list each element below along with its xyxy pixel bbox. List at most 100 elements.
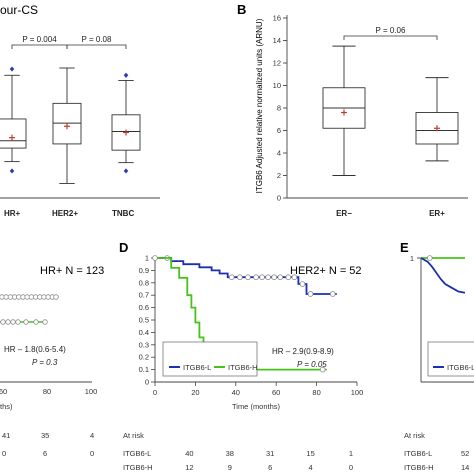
panel-c-censor-mark [23, 319, 29, 325]
panel-d-legend: ITGB6-L ITGB6-H [162, 341, 258, 377]
panel-c: HR+ N = 123 HR – 1.8(0.6-5.4) P = 0.3 60… [0, 265, 104, 458]
panel-d-x-tick-label: 60 [272, 388, 280, 397]
panel-d-risk-value: 1 [349, 449, 353, 458]
panel-d-censor-mark [245, 274, 251, 281]
panel-c-curves [0, 294, 59, 325]
panel-d-xlabel: Time (months) [232, 402, 281, 411]
panel-e-risk-label: ITGB6-H [404, 463, 434, 472]
panel-e-risk-value: 52 [461, 449, 469, 458]
panel-e-legend-box [427, 341, 474, 377]
panel-d-censor-mark [152, 255, 158, 261]
panel-a-p-label: P = 0.004 [22, 35, 57, 44]
panel-a-box [0, 118, 27, 149]
panel-c-hr-text: HR – 1.8(0.6-5.4) [4, 345, 66, 354]
panel-a: our-CS P = 0.004 P = 0.08 HR+ HER2+ TNBC [0, 3, 160, 218]
panel-d-risk-value: 6 [268, 463, 272, 472]
panel-b-p-label: P = 0.06 [376, 26, 406, 35]
panel-c-x-tick: 100 [85, 387, 98, 396]
panel-e: E 1 ITGB6-L At risk ITGB6-L ITGB6-H 52 1… [400, 240, 474, 472]
panel-d-risk-label: ITGB6-H [123, 463, 153, 472]
panel-d-risk-value: 4 [309, 463, 313, 472]
panel-a-p-label: P = 0.08 [82, 35, 112, 44]
panel-e-legend: ITGB6-L [427, 341, 474, 377]
panel-c-censor-mark [0, 319, 6, 325]
panel-d-risk-value: 31 [266, 449, 274, 458]
panel-a-category-label: HER2+ [52, 209, 78, 218]
panel-e-risk-label: ITGB6-L [404, 449, 432, 458]
panel-e-curves [420, 255, 466, 294]
panel-d-y-tick-label: 0.2 [139, 353, 149, 362]
panel-a-category-label: HR+ [4, 209, 21, 218]
panel-c-censor-mark [53, 294, 59, 300]
panel-b-y-tick-label: 8 [277, 104, 281, 113]
panel-d-p-text: P = 0.05 [297, 360, 327, 369]
panel-e-risk-header: At risk [404, 431, 425, 440]
panel-c-censor-mark [15, 319, 21, 325]
panel-a-outlier [9, 66, 15, 72]
panel-c-risk-value: 6 [43, 449, 47, 458]
panel-c-censor-mark [42, 319, 48, 325]
panel-d-y-tick-label: 0.6 [139, 303, 149, 312]
panel-d-risk-value: 38 [226, 449, 234, 458]
panel-d-censor-mark [253, 274, 259, 281]
panel-d-y-tick-label: 0.4 [139, 328, 149, 337]
panel-d: D 00.10.20.30.40.50.60.70.80.910 20 40 60 80… [119, 240, 363, 472]
panel-d-risk-value: 15 [306, 449, 314, 458]
panel-c-x-tick: 60 [0, 387, 7, 396]
panel-d-y-tick-label: 0.3 [139, 340, 149, 349]
panel-d-y-tick-label: 0 [145, 378, 149, 387]
panel-a-outlier [123, 72, 129, 78]
panel-a-bracket [11, 44, 68, 49]
panel-d-legend-box [162, 341, 258, 377]
panel-b-category-label: ER+ [429, 209, 445, 218]
panel-d-x-tick-label: 40 [232, 388, 240, 397]
panel-a-bracket [66, 44, 127, 49]
panel-b-y-tick-label: 6 [277, 126, 281, 135]
panel-b-boxes [322, 45, 459, 176]
panel-b-y-tick-label: 12 [273, 59, 281, 68]
panel-c-censor-mark [5, 319, 11, 325]
panel-d-censor-mark [265, 274, 271, 281]
panel-a-title-fragment: our-CS [0, 3, 38, 17]
panel-d-x-tick-label: 100 [351, 388, 364, 397]
panel-e-y-tick-label: 1 [410, 254, 414, 263]
panel-d-censor-mark [237, 274, 243, 281]
panel-a-annotations: P = 0.004 P = 0.08 [11, 35, 127, 49]
panel-d-legend-label: ITGB6-L [183, 363, 211, 372]
panel-c-risk-value: 4 [90, 431, 94, 440]
panel-b-annotations: P = 0.06 [343, 26, 438, 40]
panel-d-y-tick-label: 0.8 [139, 278, 149, 287]
panel-d-risk-label: ITGB6-L [123, 449, 151, 458]
panel-d-censor-mark [307, 291, 314, 297]
panel-e-risk-value: 14 [461, 463, 469, 472]
panel-c-censor-mark [10, 319, 16, 325]
panel-d-x-tick-label: 80 [312, 388, 320, 397]
panel-d-risk-value: 12 [185, 463, 193, 472]
panel-c-inset-title: HR+ N = 123 [40, 265, 104, 277]
panel-d-censor-mark [291, 274, 298, 281]
panel-d-ticks: 0 0.1 0.2 0.3 0.4 0.5 0.6 0.7 0.8 0.9 1 0 20 40 60 80 10… [139, 254, 364, 398]
panel-b-ylabel: ITGB6 Adjusted relative normalized units… [255, 18, 264, 193]
panel-d-inset-title: HER2+ N = 52 [290, 265, 362, 277]
panel-d-censor-mark [259, 274, 265, 281]
panel-d-censor-mark [299, 281, 306, 287]
panel-d-risk-value: 40 [185, 449, 193, 458]
panel-b-y-tick-label: 16 [273, 14, 281, 23]
panel-d-x-tick-label: 20 [191, 388, 199, 397]
panel-d-hr-text: HR – 2.9(0.9-8.9) [272, 347, 334, 356]
panel-e-survival-line [420, 257, 466, 294]
panel-c-xlabel: ths) [0, 402, 13, 411]
panel-b-label: B [237, 2, 246, 17]
panel-d-risk-values: 40 38 31 15 112 9 6 4 0 [185, 449, 353, 472]
panel-a-outlier [9, 168, 15, 174]
panel-c-risk-value: 0 [90, 449, 94, 458]
panel-d-y-tick-label: 1 [145, 254, 149, 263]
panel-c-censor-mark [33, 319, 39, 325]
panel-d-censor-mark [329, 291, 336, 297]
panel-d-risk-value: 9 [228, 463, 232, 472]
panel-e-legend-label: ITGB6-L [447, 363, 474, 372]
panel-d-y-tick-label: 0.5 [139, 316, 149, 325]
panel-d-curves [152, 255, 337, 373]
panel-d-risk-header: At risk [123, 431, 144, 440]
